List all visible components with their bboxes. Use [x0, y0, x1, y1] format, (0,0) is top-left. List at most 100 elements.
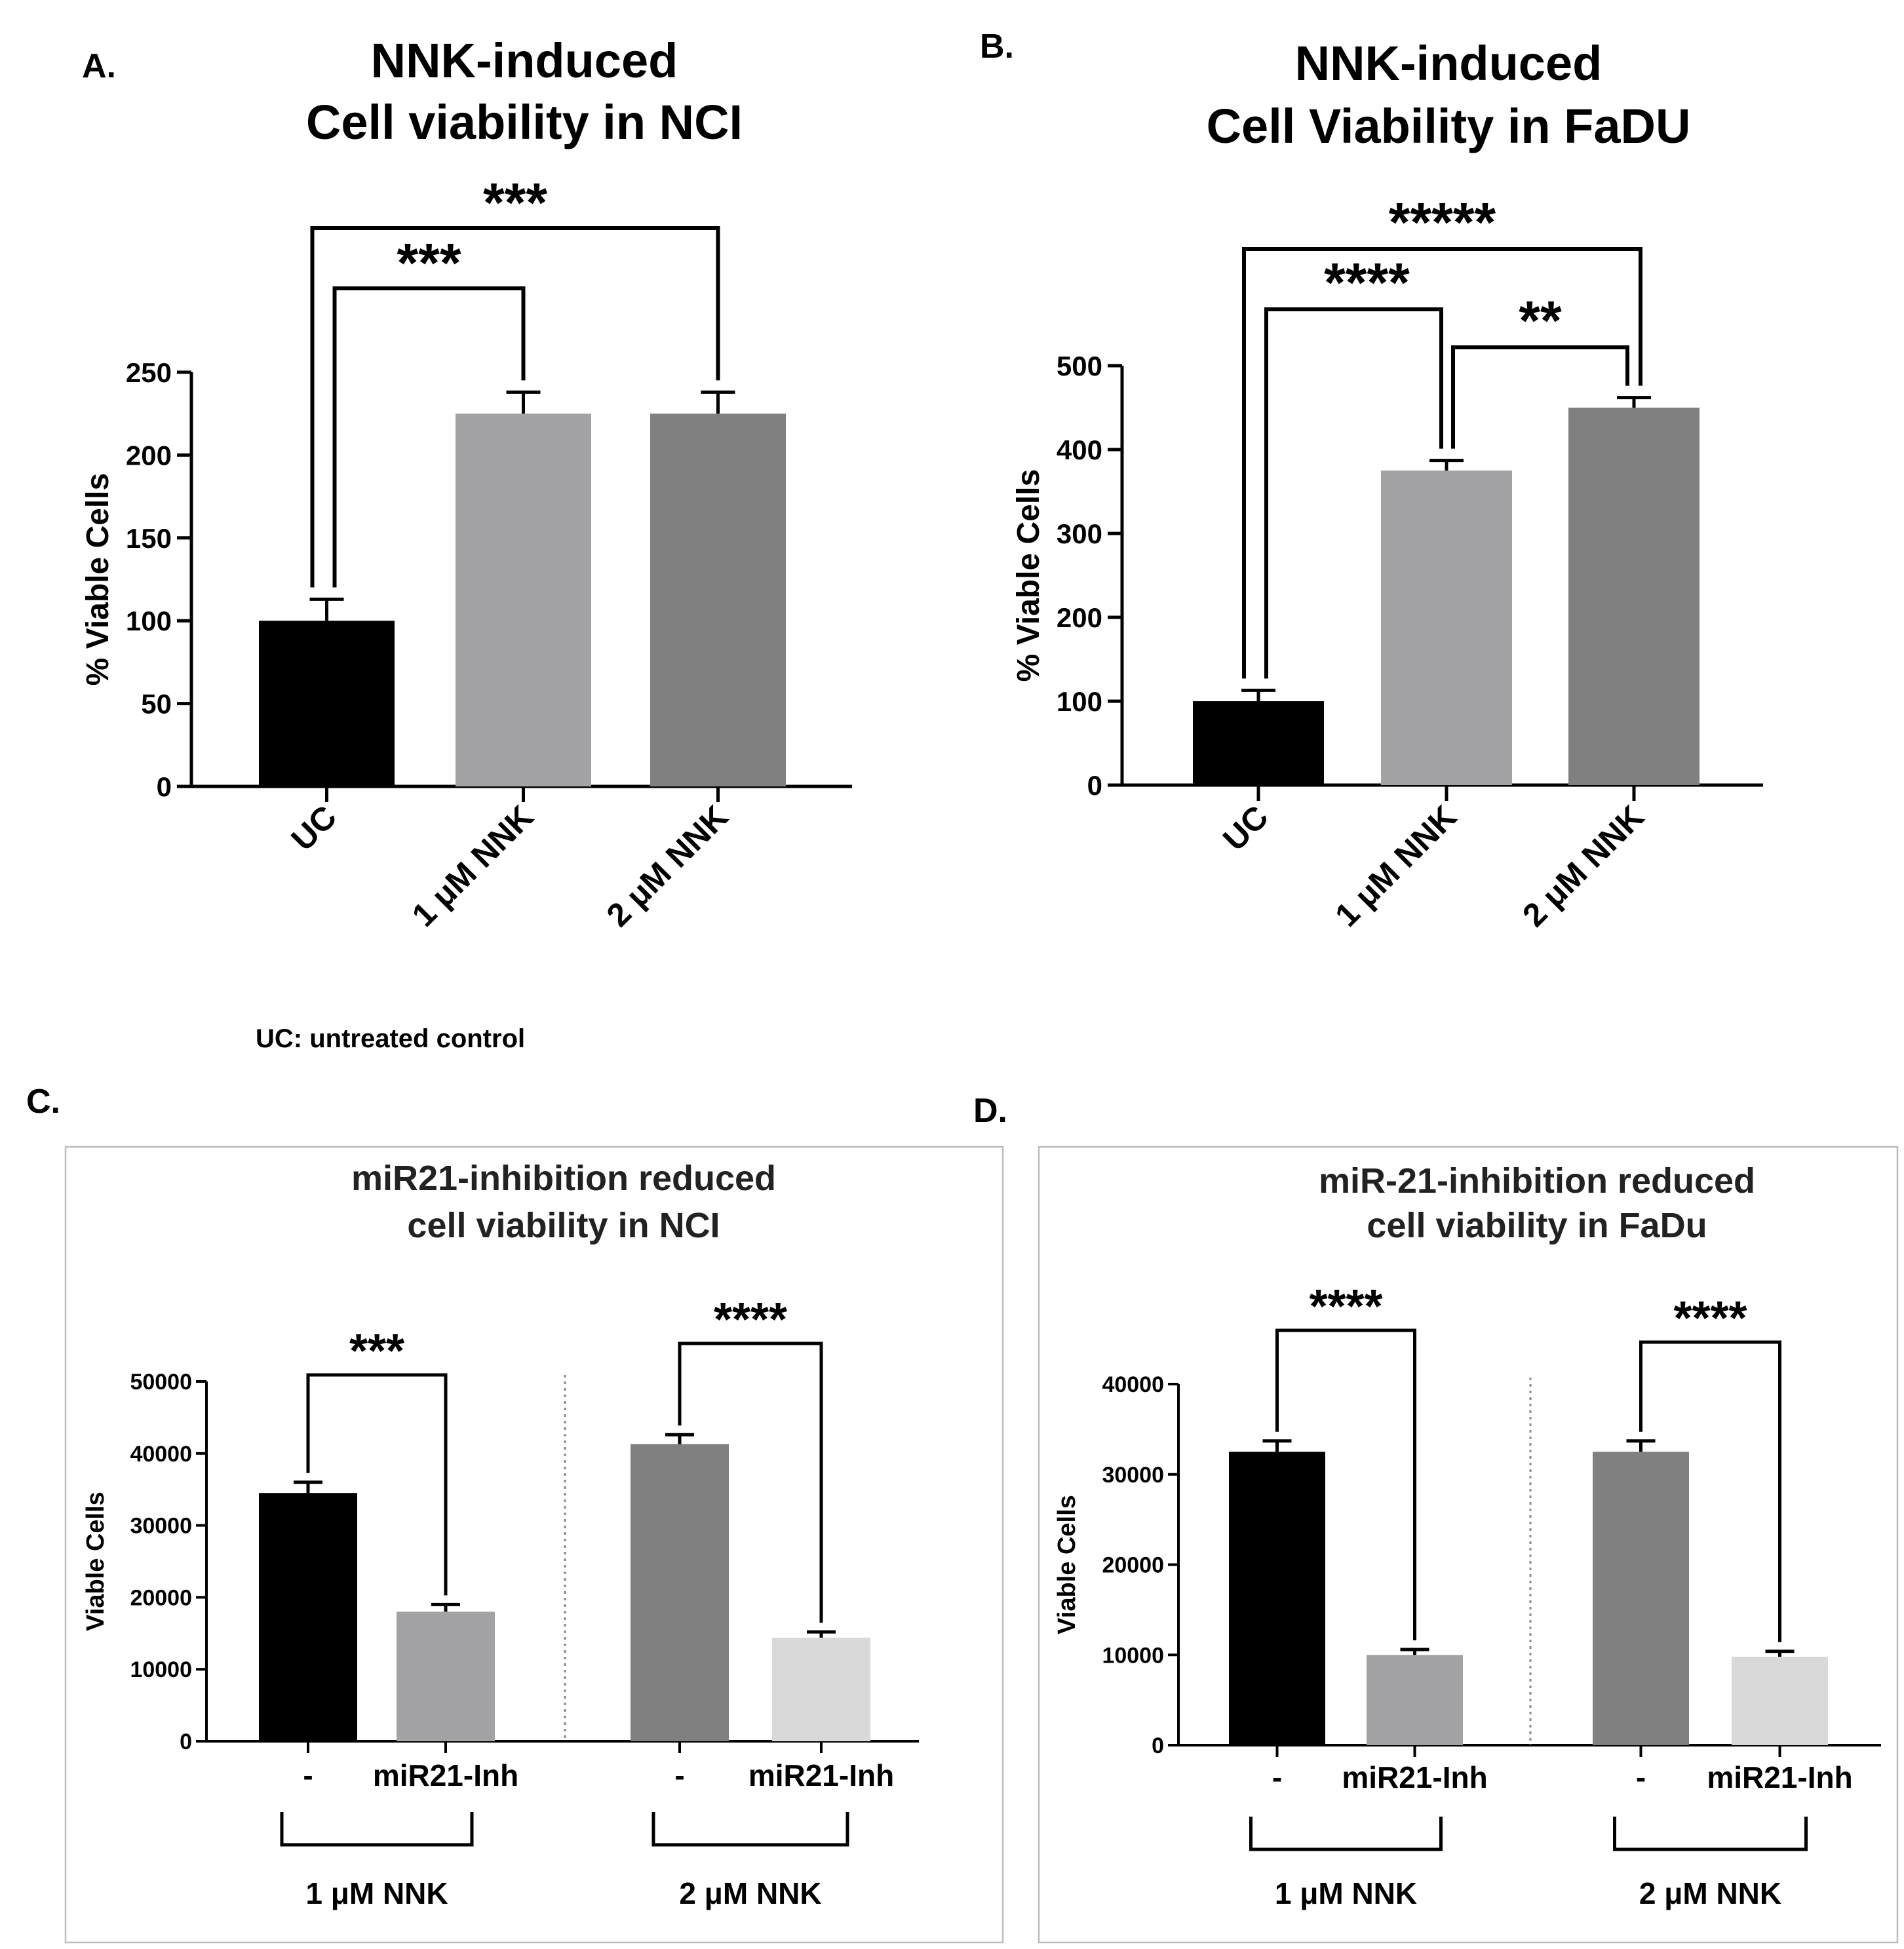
chart-title-line: miR-21-inhibition reduced: [1319, 1161, 1755, 1201]
group-label: 1 μM NNK: [1275, 1876, 1417, 1910]
y-tick-label: 30000: [1102, 1463, 1164, 1488]
y-tick-label: 0: [1152, 1733, 1164, 1758]
chart-title-line: NNK-induced: [371, 33, 678, 88]
significance-bracket: [1451, 345, 1629, 449]
group-bracket: [651, 1812, 849, 1847]
chart-title-line: Cell Viability in FaDU: [1207, 99, 1691, 153]
y-tick-label: 100: [1057, 686, 1102, 717]
y-tick-label: 50: [141, 689, 172, 720]
bar: [1381, 471, 1512, 785]
bar: [259, 1493, 357, 1741]
y-axis-label: Viable Cells: [82, 1492, 109, 1631]
y-tick-label: 40000: [1102, 1372, 1164, 1397]
group-bracket: [1613, 1817, 1808, 1851]
bar: [631, 1444, 729, 1741]
group-bracket: [280, 1812, 474, 1847]
significance-stars: ****: [1673, 1292, 1747, 1345]
significance-bracket: [1264, 307, 1443, 679]
y-tick-label: 40000: [130, 1442, 192, 1467]
y-tick-label: 20000: [1102, 1553, 1164, 1578]
panel-d: D. miR-21-inhibition reduced cell viabilit…: [973, 1092, 1881, 1910]
y-tick-label: 200: [126, 440, 172, 471]
y-tick-label: 50000: [130, 1370, 192, 1395]
y-tick-label: 100: [126, 606, 172, 636]
y-tick-label: 30000: [130, 1514, 192, 1539]
bar: [1367, 1655, 1463, 1745]
significance-bracket: [1242, 247, 1642, 679]
panel-d-frame: [1038, 1146, 1899, 1944]
y-tick-label: 0: [157, 771, 172, 802]
significance-bracket: [678, 1341, 823, 1623]
group-label: 2 μM NNK: [679, 1876, 821, 1910]
significance-stars: ****: [1324, 252, 1410, 313]
category-label: 1 μM NNK: [1328, 798, 1464, 934]
bar: [397, 1611, 495, 1741]
y-tick-label: 250: [126, 357, 172, 388]
significance-stars: ****: [714, 1294, 787, 1346]
bar: [1593, 1452, 1689, 1745]
y-tick-label: 20000: [130, 1585, 192, 1610]
panel-a: A. NNK-induced Cell viability in NCI 0 50 100…: [81, 33, 852, 934]
panel-letter: C.: [26, 1083, 60, 1121]
y-axis-label: % Viable Cells: [1011, 469, 1046, 682]
chart-title-line: cell viability in NCI: [407, 1206, 720, 1245]
category-label: 1 μM NNK: [405, 798, 541, 934]
bar: [772, 1637, 870, 1741]
y-axis-label: Viable Cells: [1053, 1495, 1081, 1634]
bar: [1732, 1657, 1828, 1745]
chart-title-line: cell viability in FaDu: [1367, 1206, 1707, 1245]
category-label: -: [1636, 1760, 1646, 1794]
bar: [1229, 1452, 1325, 1745]
footnote-uc: UC: untreated control: [256, 1024, 525, 1053]
bar: [650, 414, 786, 786]
category-label: miR21-Inh: [373, 1758, 518, 1792]
chart-title-line: NNK-induced: [1295, 36, 1603, 90]
significance-bracket: [1275, 1328, 1416, 1640]
y-tick-label: 500: [1057, 351, 1102, 381]
chart-title-line: Cell viability in NCI: [306, 95, 743, 149]
panel-c: C. miR21-inhibition reduced cell viability…: [26, 1083, 919, 1910]
panel-letter: A.: [82, 47, 116, 85]
significance-stars: ***: [397, 232, 461, 294]
category-label: miR21-Inh: [1342, 1760, 1487, 1794]
y-tick-label: 0: [1087, 770, 1102, 801]
category-label: -: [1272, 1760, 1282, 1794]
y-tick-label: 300: [1057, 518, 1102, 549]
group-label: 2 μM NNK: [1639, 1876, 1781, 1910]
significance-stars: ****: [1309, 1281, 1382, 1333]
chart-title-line: miR21-inhibition reduced: [351, 1159, 776, 1198]
y-tick-label: 400: [1057, 434, 1102, 465]
y-tick-label: 10000: [1102, 1643, 1164, 1668]
category-label: -: [303, 1758, 313, 1792]
bar: [1193, 701, 1324, 785]
group-label: 1 μM NNK: [305, 1876, 448, 1910]
group-bracket: [1249, 1817, 1443, 1851]
bar: [259, 621, 395, 786]
category-label: 2 μM NNK: [600, 798, 735, 934]
y-tick-label: 200: [1057, 602, 1102, 633]
category-label: UC: [284, 798, 344, 858]
y-tick-label: 10000: [130, 1657, 192, 1682]
significance-bracket: [310, 226, 720, 588]
significance-stars: *****: [1389, 191, 1496, 253]
significance-stars: **: [1519, 290, 1562, 351]
significance-bracket: [306, 1373, 448, 1596]
panel-letter: B.: [980, 28, 1014, 66]
y-axis-label: % Viable Cells: [81, 473, 115, 686]
panel-letter: D.: [973, 1092, 1007, 1130]
category-label: -: [674, 1758, 684, 1792]
category-label: miR21-Inh: [748, 1758, 894, 1792]
y-tick-label: 0: [180, 1729, 192, 1754]
bar: [1568, 408, 1700, 785]
significance-bracket: [1639, 1340, 1781, 1642]
panel-b: B. NNK-induced Cell Viability in FaDU 0 100 2…: [980, 28, 1763, 934]
significance-stars: ***: [483, 172, 547, 233]
category-label: 2 μM NNK: [1515, 798, 1651, 934]
significance-stars: ***: [349, 1325, 404, 1378]
bar: [456, 414, 591, 786]
significance-bracket: [332, 286, 526, 588]
category-label: miR21-Inh: [1707, 1760, 1852, 1794]
panel-c-frame: [64, 1146, 1004, 1944]
category-label: UC: [1216, 798, 1275, 858]
